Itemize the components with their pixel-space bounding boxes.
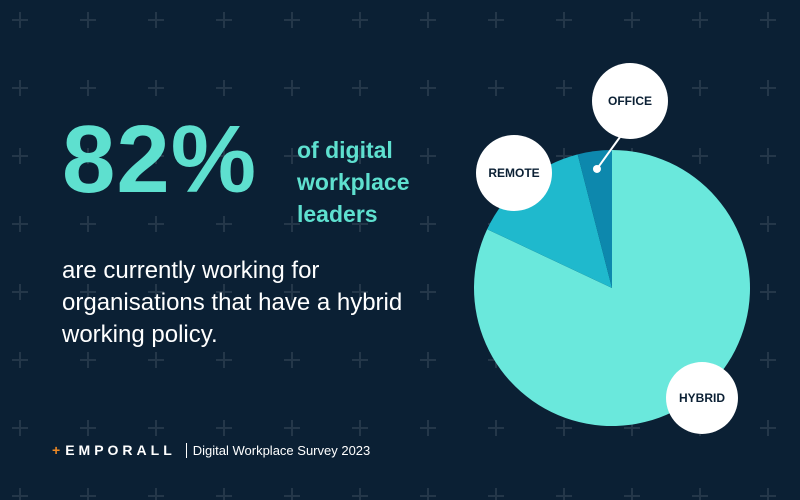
plus-icon (148, 80, 164, 96)
plus-icon (692, 80, 708, 96)
plus-icon (148, 12, 164, 28)
plus-icon (488, 80, 504, 96)
label-office: OFFICE (592, 63, 668, 139)
plus-icon (284, 80, 300, 96)
plus-icon (352, 488, 368, 500)
plus-icon (692, 12, 708, 28)
plus-icon (284, 284, 300, 300)
plus-icon (12, 12, 28, 28)
plus-icon (216, 488, 232, 500)
office-pointer (592, 136, 621, 173)
plus-icon (148, 148, 164, 164)
plus-icon (420, 488, 436, 500)
plus-icon (80, 352, 96, 368)
plus-icon (284, 488, 300, 500)
plus-icon (760, 148, 776, 164)
plus-icon (488, 488, 504, 500)
plus-icon (148, 216, 164, 232)
logo-plus-icon: + (52, 442, 65, 458)
plus-icon (692, 148, 708, 164)
footer-divider (185, 442, 187, 458)
plus-icon (420, 352, 436, 368)
footer-source: Digital Workplace Survey 2023 (192, 442, 371, 458)
plus-icon (488, 12, 504, 28)
plus-icon (80, 420, 96, 436)
logo-text: EMPORALL (65, 442, 176, 458)
plus-icon (12, 284, 28, 300)
plus-icon (80, 216, 96, 232)
plus-icon (420, 216, 436, 232)
plus-icon (760, 420, 776, 436)
plus-icon (284, 420, 300, 436)
plus-icon (624, 12, 640, 28)
plus-icon (284, 216, 300, 232)
plus-icon (12, 80, 28, 96)
temporall-logo: +EMPORALL (52, 442, 176, 458)
plus-icon (148, 488, 164, 500)
label-remote: REMOTE (476, 135, 552, 211)
plus-icon (352, 80, 368, 96)
plus-icon (216, 352, 232, 368)
plus-icon (624, 488, 640, 500)
plus-icon (284, 148, 300, 164)
plus-icon (420, 284, 436, 300)
plus-icon (12, 488, 28, 500)
plus-icon (760, 12, 776, 28)
plus-icon (148, 284, 164, 300)
plus-icon (352, 148, 368, 164)
pie-slice-office (577, 150, 612, 288)
plus-icon (80, 12, 96, 28)
headline-stat: 82% (62, 106, 258, 213)
plus-icon (216, 12, 232, 28)
plus-icon (216, 148, 232, 164)
headline-stat-subtitle: of digital workplace leaders (297, 137, 410, 227)
plus-icon (556, 488, 572, 500)
plus-icon (216, 216, 232, 232)
plus-icon (80, 488, 96, 500)
plus-icon (216, 420, 232, 436)
label-remote-text: REMOTE (488, 166, 539, 180)
plus-icon (352, 216, 368, 232)
plus-icon (556, 80, 572, 96)
plus-icon (216, 80, 232, 96)
plus-icon (12, 148, 28, 164)
plus-icon (80, 148, 96, 164)
pie-chart: HYBRID REMOTE OFFICE (474, 63, 750, 434)
plus-icon (760, 216, 776, 232)
plus-icon (420, 12, 436, 28)
plus-icon (556, 420, 572, 436)
plus-icon (284, 12, 300, 28)
plus-icon (148, 420, 164, 436)
plus-icon (352, 284, 368, 300)
plus-icon (12, 352, 28, 368)
plus-icon (80, 80, 96, 96)
plus-icon (148, 352, 164, 368)
plus-icon (420, 148, 436, 164)
plus-icon (352, 420, 368, 436)
plus-icon (692, 488, 708, 500)
label-office-text: OFFICE (608, 94, 652, 108)
plus-icon (352, 352, 368, 368)
plus-icon (760, 80, 776, 96)
plus-icon (216, 284, 232, 300)
plus-icon (352, 12, 368, 28)
plus-icon (760, 284, 776, 300)
label-hybrid: HYBRID (666, 362, 738, 434)
plus-icon (420, 80, 436, 96)
plus-icon (488, 420, 504, 436)
plus-icon (80, 284, 96, 300)
plus-icon (12, 420, 28, 436)
body-text: are currently working for organisations … (62, 257, 403, 348)
plus-icon (420, 420, 436, 436)
pie-slice-hybrid (474, 150, 750, 427)
plus-icon (284, 352, 300, 368)
plus-icon (760, 488, 776, 500)
plus-icon (12, 216, 28, 232)
plus-icon (760, 352, 776, 368)
label-hybrid-text: HYBRID (679, 391, 725, 405)
footer: +EMPORALL Digital Workplace Survey 2023 (52, 441, 370, 459)
plus-icon (556, 12, 572, 28)
